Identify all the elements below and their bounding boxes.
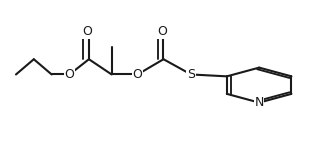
Text: N: N <box>254 96 264 109</box>
Text: O: O <box>82 25 92 38</box>
Text: O: O <box>64 68 75 81</box>
Text: O: O <box>133 68 143 81</box>
Text: S: S <box>187 68 195 81</box>
Text: O: O <box>157 25 167 38</box>
